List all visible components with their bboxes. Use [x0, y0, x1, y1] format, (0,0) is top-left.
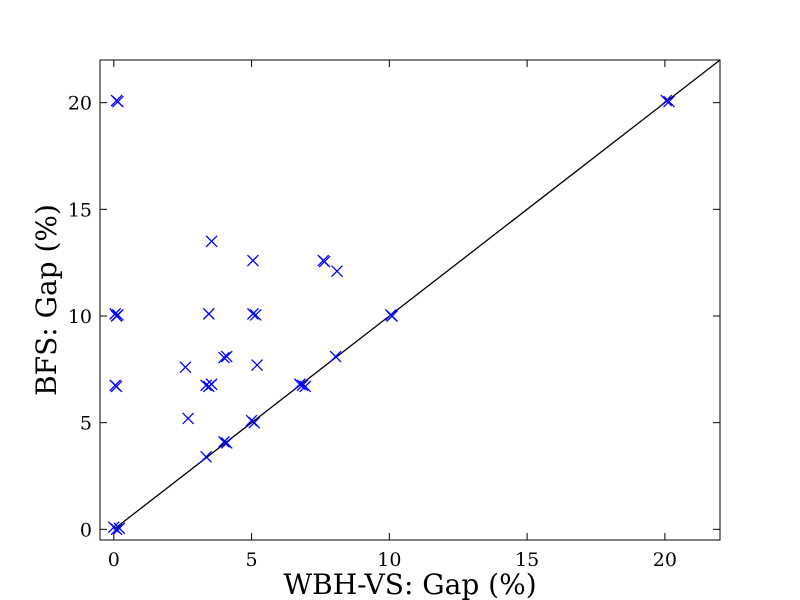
data-point-stroke — [248, 416, 261, 429]
data-point-stroke — [218, 435, 230, 448]
data-point-stroke — [386, 310, 399, 322]
data-point — [246, 307, 259, 320]
data-point-stroke — [205, 378, 218, 391]
x-tick-label: 5 — [246, 549, 258, 571]
data-point — [111, 308, 124, 321]
data-point-stroke — [113, 522, 126, 535]
data-point — [246, 254, 259, 267]
data-point — [660, 94, 673, 107]
y-axis-label: BFS: Gap (%) — [30, 204, 63, 396]
data-point-stroke — [220, 350, 233, 363]
data-point — [220, 436, 233, 449]
data-point-stroke — [179, 361, 192, 374]
data-point — [110, 380, 123, 393]
data-point-stroke — [318, 255, 331, 268]
data-point-stroke — [202, 307, 215, 320]
data-point — [251, 359, 264, 372]
data-point — [299, 380, 312, 393]
data-point-stroke — [329, 350, 342, 363]
data-point — [111, 95, 124, 108]
data-point-stroke — [110, 523, 123, 536]
y-tick-label: 20 — [68, 93, 92, 115]
data-point-stroke — [111, 308, 124, 321]
x-axis-label: WBH-VS: Gap (%) — [283, 568, 536, 600]
data-point — [205, 378, 218, 391]
data-point-stroke — [111, 95, 124, 108]
data-point-stroke — [246, 307, 259, 320]
data-point-stroke — [220, 436, 233, 449]
data-point-stroke — [296, 379, 309, 392]
data-point-stroke — [110, 380, 123, 393]
data-point — [182, 412, 195, 425]
data-point — [218, 435, 230, 448]
data-point-stroke — [251, 359, 264, 372]
y-tick-label: 15 — [68, 199, 92, 221]
data-point — [296, 379, 309, 392]
data-point — [200, 450, 213, 463]
reference-line — [113, 59, 721, 530]
data-point — [331, 265, 343, 278]
data-point — [249, 308, 262, 321]
plot-frame — [99, 59, 721, 541]
y-tick-label: 10 — [68, 306, 92, 328]
data-point-stroke — [218, 351, 230, 364]
data-point — [205, 235, 218, 248]
y-tick-label: 5 — [80, 413, 92, 435]
data-point — [386, 310, 399, 322]
data-point — [220, 350, 233, 363]
data-point — [329, 350, 342, 363]
x-tick-label: 10 — [377, 549, 401, 571]
data-point-stroke — [663, 95, 675, 108]
data-point — [202, 307, 215, 320]
data-point — [248, 416, 261, 429]
data-point-stroke — [299, 380, 312, 393]
data-point-stroke — [331, 265, 343, 278]
data-points — [107, 94, 675, 536]
data-point — [663, 95, 675, 108]
y-tick-label: 0 — [80, 519, 92, 541]
data-point-stroke — [293, 378, 306, 391]
x-tick-label: 15 — [515, 549, 539, 571]
data-point-stroke — [249, 308, 262, 321]
data-point — [110, 523, 123, 536]
data-point — [218, 351, 230, 364]
data-point — [318, 255, 331, 268]
data-point-stroke — [182, 412, 195, 425]
x-tick-label: 0 — [108, 549, 120, 571]
data-point-stroke — [660, 94, 673, 107]
data-point-stroke — [246, 254, 259, 267]
data-point — [113, 522, 126, 535]
reference-line-group — [113, 59, 721, 530]
data-point-stroke — [200, 450, 213, 463]
data-point — [179, 361, 192, 374]
data-point-stroke — [205, 235, 218, 248]
axis-ticks: 0 5 10 15 20 0 5 10 15 20 — [68, 60, 720, 571]
x-tick-label: 20 — [653, 549, 677, 571]
